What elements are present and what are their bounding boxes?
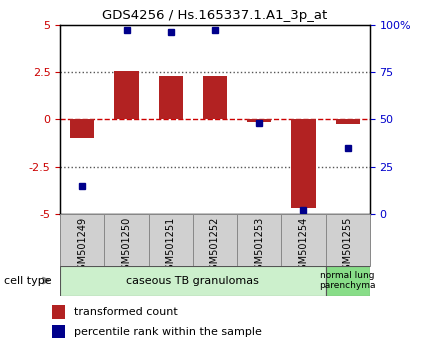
Bar — [326, 214, 370, 266]
Text: GSM501249: GSM501249 — [77, 217, 87, 276]
Bar — [52, 325, 65, 338]
Text: GSM501250: GSM501250 — [122, 217, 132, 276]
Text: GSM501255: GSM501255 — [343, 217, 353, 276]
Title: GDS4256 / Hs.165337.1.A1_3p_at: GDS4256 / Hs.165337.1.A1_3p_at — [102, 9, 328, 22]
Text: caseous TB granulomas: caseous TB granulomas — [126, 275, 259, 286]
Bar — [52, 306, 65, 319]
Text: GSM501253: GSM501253 — [254, 217, 264, 276]
Bar — [114, 71, 139, 119]
Bar — [237, 214, 281, 266]
Bar — [326, 266, 370, 296]
Bar — [281, 214, 326, 266]
Text: percentile rank within the sample: percentile rank within the sample — [74, 327, 262, 337]
Text: GSM501254: GSM501254 — [298, 217, 308, 276]
Text: cell type: cell type — [4, 275, 52, 286]
Bar — [193, 214, 237, 266]
Text: normal lung
parenchyma: normal lung parenchyma — [319, 271, 376, 290]
Bar — [335, 119, 360, 124]
Text: transformed count: transformed count — [74, 307, 178, 318]
Bar — [159, 76, 183, 119]
Text: GSM501251: GSM501251 — [166, 217, 176, 276]
Bar — [60, 266, 326, 296]
Bar — [291, 119, 316, 209]
Text: GSM501252: GSM501252 — [210, 217, 220, 276]
Bar — [247, 119, 271, 122]
Bar — [149, 214, 193, 266]
Bar — [104, 214, 149, 266]
Bar — [70, 119, 95, 138]
Bar — [60, 214, 104, 266]
Bar — [203, 76, 227, 119]
